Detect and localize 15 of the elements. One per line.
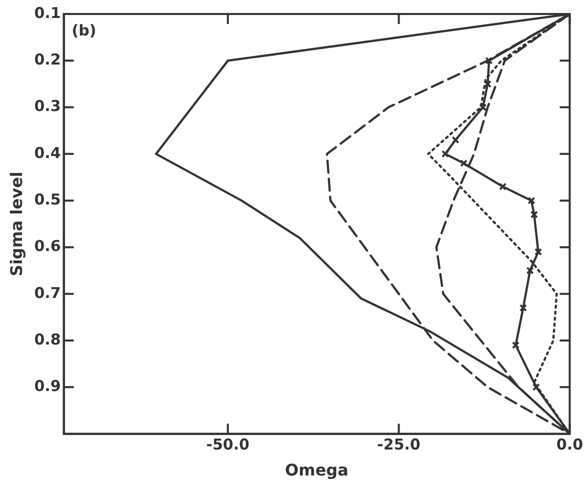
x-tick-label: -25.0 bbox=[377, 436, 420, 454]
y-tick-label: 0.2 bbox=[34, 50, 61, 69]
y-tick-label: 0.6 bbox=[34, 237, 61, 256]
y-tick-label: 0.1 bbox=[34, 4, 61, 22]
y-tick-label: 0.7 bbox=[34, 284, 61, 302]
y-tick-label: 0.3 bbox=[34, 97, 61, 116]
y-axis-title: Sigma level bbox=[6, 172, 26, 276]
y-tick-label: 0.8 bbox=[34, 330, 61, 348]
x-tick-label: -50.0 bbox=[206, 436, 250, 454]
y-tick-label: 0.9 bbox=[34, 377, 61, 396]
y-tick-label: 0.5 bbox=[34, 190, 61, 208]
annotation: (b) bbox=[72, 21, 96, 40]
y-tick-label: 0.4 bbox=[34, 144, 61, 162]
x-axis-title: Omega bbox=[285, 460, 348, 480]
x-tick-label: 0.0 bbox=[556, 436, 584, 454]
